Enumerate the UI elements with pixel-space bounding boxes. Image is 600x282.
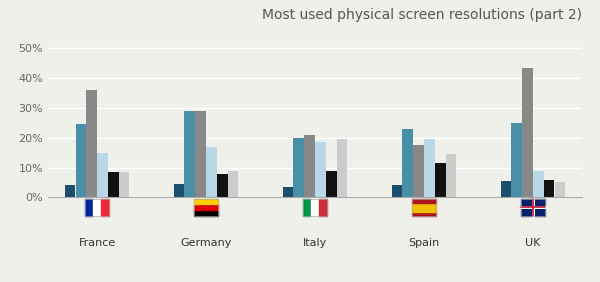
Text: Germany: Germany	[181, 238, 232, 248]
Bar	[337, 139, 347, 197]
Bar	[184, 111, 195, 197]
Bar	[555, 182, 565, 197]
Text: Most used physical screen resolutions (part 2): Most used physical screen resolutions (p…	[262, 8, 582, 23]
Bar	[500, 181, 511, 197]
Bar	[424, 139, 434, 197]
Text: Italy: Italy	[303, 238, 327, 248]
Bar	[435, 163, 446, 197]
Text: UK: UK	[525, 238, 541, 248]
Bar	[413, 145, 424, 197]
Bar	[544, 180, 554, 197]
Bar	[65, 186, 75, 197]
Bar	[403, 129, 413, 197]
Bar	[119, 172, 130, 197]
Bar	[293, 138, 304, 197]
Bar	[217, 173, 227, 197]
Bar	[326, 171, 337, 197]
Bar	[446, 154, 457, 197]
Bar	[228, 171, 238, 197]
Bar	[523, 68, 533, 197]
Bar	[86, 90, 97, 197]
Bar	[304, 135, 315, 197]
Bar	[196, 111, 206, 197]
Bar	[533, 171, 544, 197]
Bar	[97, 153, 107, 197]
Text: France: France	[79, 238, 116, 248]
Bar	[392, 186, 402, 197]
Bar	[76, 124, 86, 197]
Bar	[511, 123, 522, 197]
Bar	[173, 184, 184, 197]
Text: Spain: Spain	[409, 238, 440, 248]
Bar	[206, 147, 217, 197]
Bar	[283, 187, 293, 197]
Bar	[315, 142, 326, 197]
Bar	[108, 172, 119, 197]
